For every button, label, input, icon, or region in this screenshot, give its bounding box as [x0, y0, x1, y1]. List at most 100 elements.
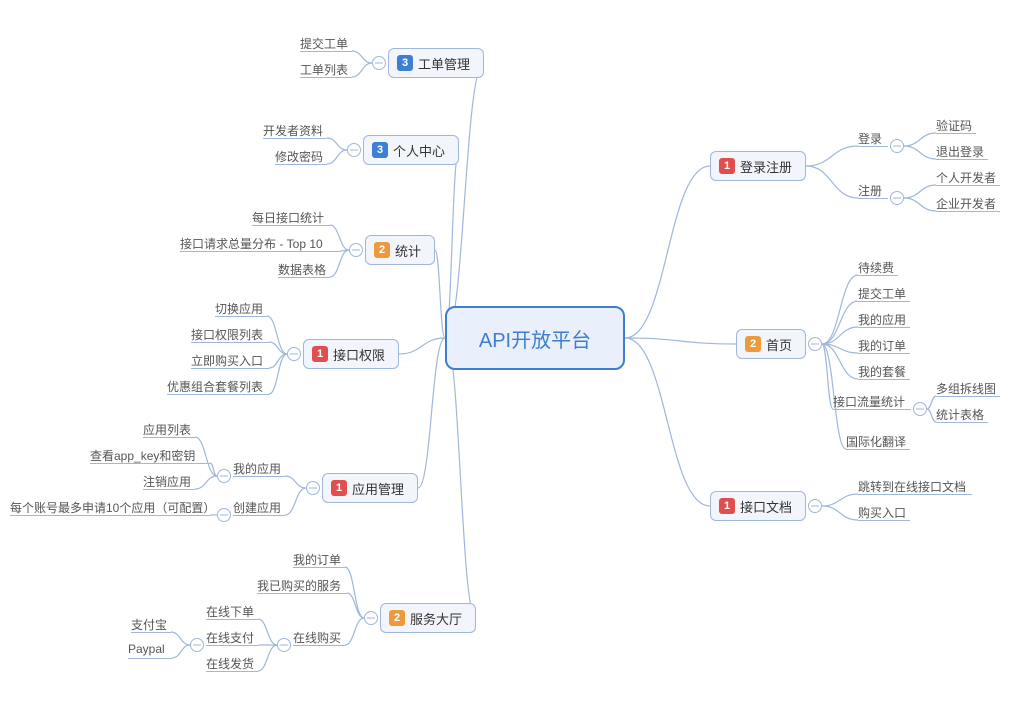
branch-badge: 2 — [745, 336, 761, 352]
leaf-underline — [128, 658, 172, 659]
leaf-node[interactable]: 支付宝 — [131, 616, 167, 633]
leaf-node[interactable]: 接口流量统计 — [833, 393, 905, 410]
collapse-icon[interactable] — [890, 191, 904, 205]
branch-label: 首页 — [766, 335, 792, 354]
leaf-label: 我的应用 — [233, 462, 281, 476]
leaf-node[interactable]: 统计表格 — [936, 406, 984, 423]
leaf-underline — [936, 211, 1000, 212]
leaf-underline — [191, 368, 269, 369]
leaf-underline — [278, 277, 330, 278]
branch-app[interactable]: 1应用管理 — [322, 473, 418, 503]
leaf-node[interactable]: 我的套餐 — [858, 363, 906, 380]
leaf-node[interactable]: 提交工单 — [300, 35, 348, 52]
leaf-node[interactable]: 我的订单 — [858, 337, 906, 354]
leaf-node[interactable]: 我已购买的服务 — [257, 577, 341, 594]
collapse-icon[interactable] — [306, 481, 320, 495]
leaf-node[interactable]: 在线支付 — [206, 629, 254, 646]
leaf-node[interactable]: 国际化翻译 — [846, 433, 906, 450]
leaf-node[interactable]: 注销应用 — [143, 473, 191, 490]
root-node[interactable]: API开放平台 — [445, 306, 625, 370]
branch-perm[interactable]: 1接口权限 — [303, 339, 399, 369]
collapse-icon[interactable] — [347, 143, 361, 157]
leaf-node[interactable]: 购买入口 — [858, 504, 906, 521]
leaf-label: 数据表格 — [278, 263, 326, 277]
collapse-icon[interactable] — [217, 508, 231, 522]
leaf-label: 企业开发者 — [936, 197, 996, 211]
leaf-underline — [293, 645, 345, 646]
leaf-node[interactable]: 在线购买 — [293, 629, 341, 646]
leaf-node[interactable]: 查看app_key和密钥 — [90, 447, 195, 464]
branch-home[interactable]: 2 首页 — [736, 329, 806, 359]
branch-hall[interactable]: 2服务大厅 — [380, 603, 476, 633]
leaf-label: 立即购买入口 — [191, 354, 263, 368]
leaf-node[interactable]: 创建应用 — [233, 499, 281, 516]
leaf-node[interactable]: 我的应用 — [858, 311, 906, 328]
leaf-node[interactable]: 个人开发者 — [936, 169, 996, 186]
leaf-node[interactable]: 企业开发者 — [936, 195, 996, 212]
leaf-label: 国际化翻译 — [846, 435, 906, 449]
leaf-label: 我的套餐 — [858, 365, 906, 379]
leaf-label: 统计表格 — [936, 408, 984, 422]
collapse-icon[interactable] — [913, 402, 927, 416]
leaf-node[interactable]: 注册 — [858, 182, 882, 199]
collapse-icon[interactable] — [349, 243, 363, 257]
leaf-node[interactable]: 我的订单 — [293, 551, 341, 568]
branch-ticket[interactable]: 3工单管理 — [388, 48, 484, 78]
collapse-icon[interactable] — [372, 56, 386, 70]
leaf-node[interactable]: Paypal — [128, 642, 165, 656]
leaf-underline — [936, 159, 988, 160]
leaf-node[interactable]: 多组拆线图 — [936, 380, 996, 397]
leaf-node[interactable]: 待续费 — [858, 259, 894, 276]
leaf-underline — [936, 133, 976, 134]
collapse-icon[interactable] — [364, 611, 378, 625]
leaf-node[interactable]: 接口请求总量分布 - Top 10 — [180, 235, 323, 252]
leaf-underline — [858, 301, 910, 302]
collapse-icon[interactable] — [890, 139, 904, 153]
collapse-icon[interactable] — [808, 499, 822, 513]
leaf-node[interactable]: 工单列表 — [300, 61, 348, 78]
leaf-node[interactable]: 提交工单 — [858, 285, 906, 302]
leaf-node[interactable]: 我的应用 — [233, 460, 281, 477]
branch-label: 统计 — [395, 241, 421, 260]
branch-doc[interactable]: 1接口文档 — [710, 491, 806, 521]
leaf-label: 开发者资料 — [263, 124, 323, 138]
leaf-underline — [191, 342, 269, 343]
leaf-label: 注销应用 — [143, 475, 191, 489]
collapse-icon[interactable] — [190, 638, 204, 652]
leaf-underline — [833, 409, 911, 410]
leaf-node[interactable]: 应用列表 — [143, 421, 191, 438]
leaf-node[interactable]: 立即购买入口 — [191, 352, 263, 369]
branch-badge: 1 — [719, 158, 735, 174]
collapse-icon[interactable] — [277, 638, 291, 652]
branch-user[interactable]: 3个人中心 — [363, 135, 459, 165]
leaf-node[interactable]: 数据表格 — [278, 261, 326, 278]
leaf-node[interactable]: 切换应用 — [215, 300, 263, 317]
leaf-label: 切换应用 — [215, 302, 263, 316]
leaf-underline — [936, 396, 1000, 397]
leaf-label: 在线购买 — [293, 631, 341, 645]
leaf-label: 工单列表 — [300, 63, 348, 77]
leaf-node[interactable]: 退出登录 — [936, 143, 984, 160]
leaf-node[interactable]: 每个账号最多申请10个应用（可配置） — [10, 499, 215, 516]
collapse-icon[interactable] — [808, 337, 822, 351]
leaf-label: 验证码 — [936, 119, 972, 133]
leaf-node[interactable]: 跳转到在线接口文档 — [858, 478, 966, 495]
collapse-icon[interactable] — [217, 469, 231, 483]
leaf-node[interactable]: 修改密码 — [275, 148, 323, 165]
leaf-node[interactable]: 开发者资料 — [263, 122, 323, 139]
leaf-label: 提交工单 — [300, 37, 348, 51]
leaf-node[interactable]: 验证码 — [936, 117, 972, 134]
leaf-node[interactable]: 在线发货 — [206, 655, 254, 672]
leaf-node[interactable]: 登录 — [858, 130, 882, 147]
leaf-node[interactable]: 每日接口统计 — [252, 209, 324, 226]
leaf-underline — [293, 567, 345, 568]
leaf-label: 每日接口统计 — [252, 211, 324, 225]
leaf-node[interactable]: 优惠组合套餐列表 — [167, 378, 263, 395]
leaf-node[interactable]: 接口权限列表 — [191, 326, 263, 343]
leaf-node[interactable]: 在线下单 — [206, 603, 254, 620]
branch-stats[interactable]: 2 统计 — [365, 235, 435, 265]
branch-login[interactable]: 1登录注册 — [710, 151, 806, 181]
branch-badge: 2 — [374, 242, 390, 258]
collapse-icon[interactable] — [287, 347, 301, 361]
leaf-label: 提交工单 — [858, 287, 906, 301]
